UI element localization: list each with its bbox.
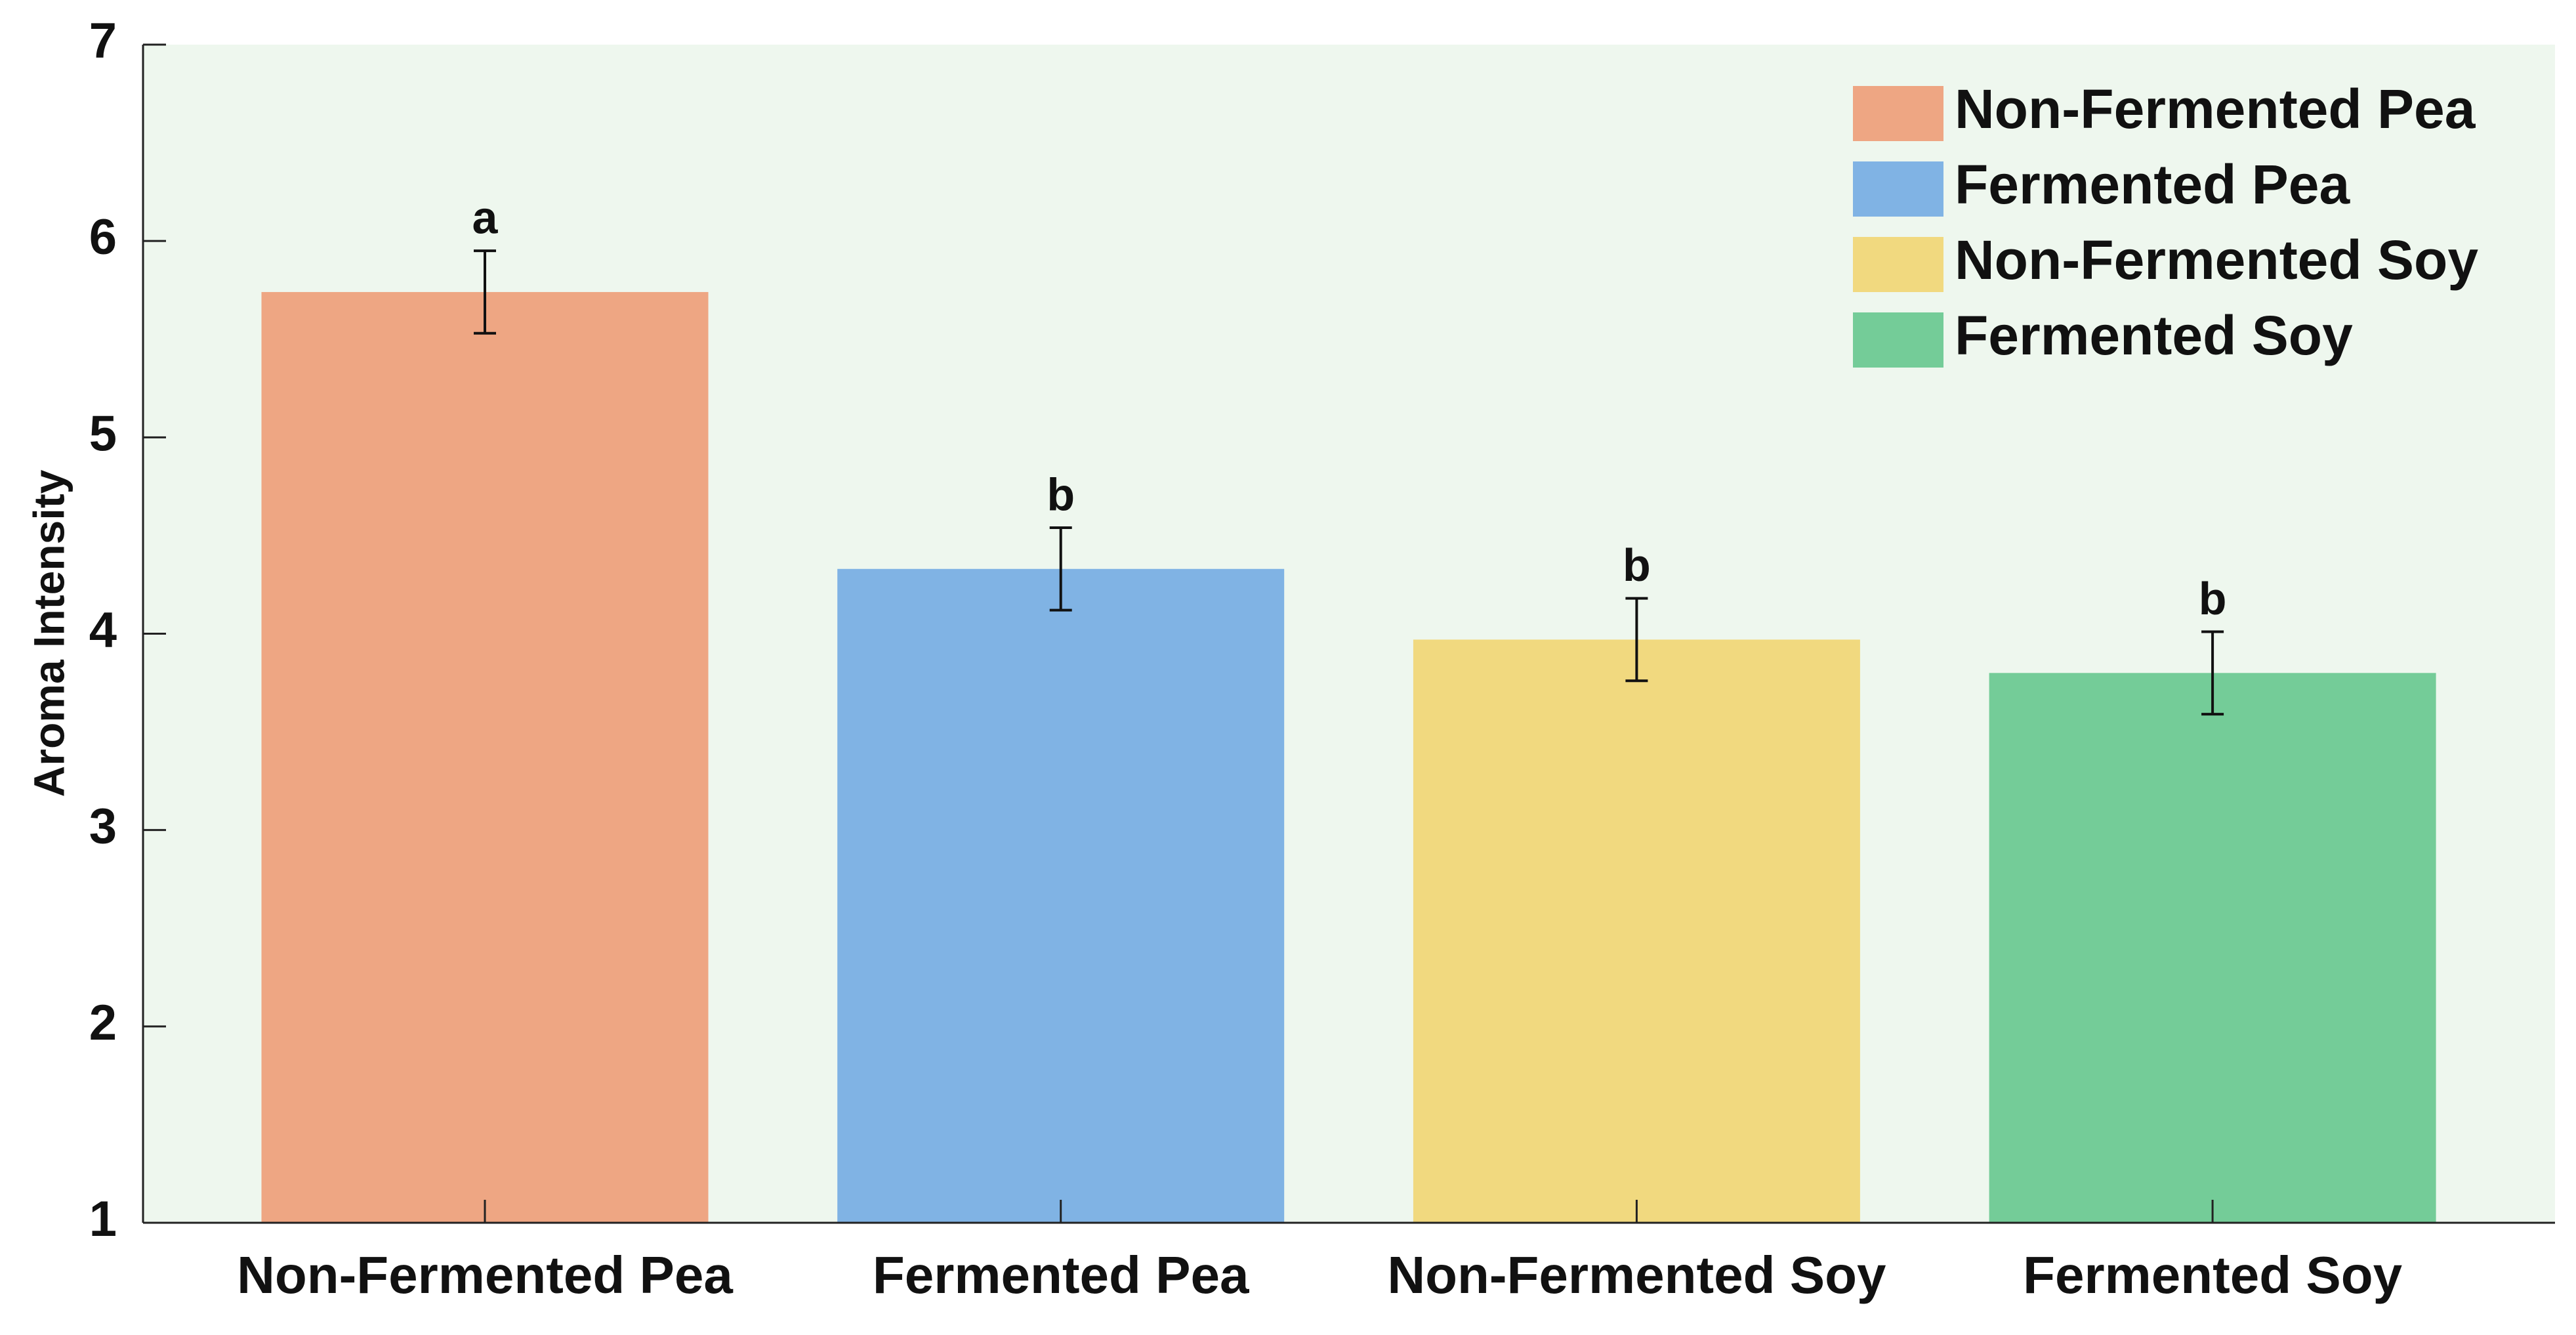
legend-swatch <box>1853 161 1943 217</box>
significance-letter: b <box>2199 573 2227 624</box>
y-tick-label: 3 <box>89 799 117 855</box>
legend-label: Fermented Pea <box>1955 154 2351 215</box>
legend-swatch <box>1853 312 1943 368</box>
bar <box>1413 639 1860 1223</box>
x-tick-label: Fermented Soy <box>2023 1246 2402 1304</box>
x-tick-label: Non-Fermented Pea <box>237 1246 733 1304</box>
significance-letter: a <box>472 192 499 244</box>
y-tick-label: 6 <box>89 209 117 265</box>
y-tick-label: 5 <box>89 406 117 461</box>
y-tick-label: 1 <box>89 1191 117 1247</box>
x-tick-label: Fermented Pea <box>873 1246 1249 1304</box>
y-tick-label: 4 <box>89 603 117 658</box>
legend-label: Non-Fermented Soy <box>1955 229 2478 291</box>
legend-swatch <box>1853 237 1943 292</box>
bar <box>261 291 709 1223</box>
significance-letter: b <box>1047 469 1075 520</box>
y-tick-label: 7 <box>89 13 117 69</box>
legend-swatch <box>1853 86 1943 141</box>
bar <box>837 568 1285 1223</box>
legend-label: Fermented Soy <box>1955 305 2353 366</box>
legend-label: Non-Fermented Pea <box>1955 78 2476 140</box>
y-tick-label: 2 <box>89 995 117 1051</box>
significance-letter: b <box>1623 540 1651 591</box>
x-tick-label: Non-Fermented Soy <box>1387 1246 1886 1304</box>
y-axis-label: Aroma Intensity <box>24 469 73 797</box>
bar <box>1989 673 2436 1223</box>
